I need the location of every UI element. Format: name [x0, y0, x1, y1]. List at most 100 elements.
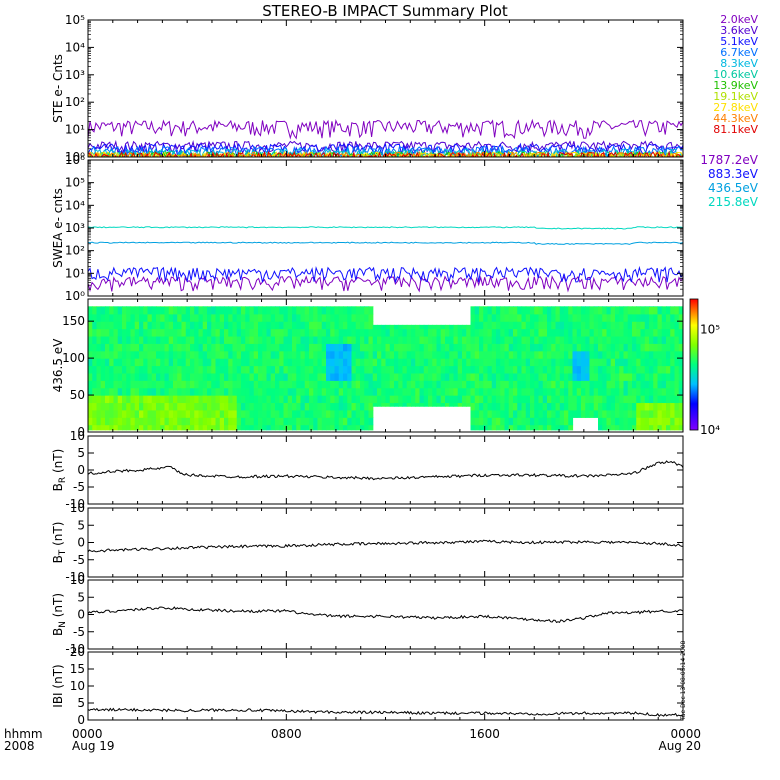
heatmap-cell	[313, 402, 319, 411]
heatmap-cell	[164, 372, 170, 381]
heatmap-cell	[326, 313, 331, 322]
heatmap-cell	[649, 395, 654, 404]
heatmap-cell	[211, 350, 217, 359]
heatmap-cell	[266, 313, 272, 322]
heatmap-cell	[292, 424, 297, 431]
heatmap-cell	[419, 324, 425, 330]
heatmap-cell	[122, 321, 127, 330]
heatmap-cell	[653, 335, 659, 344]
heatmap-cell	[513, 313, 518, 322]
heatmap-cell	[453, 335, 459, 344]
heatmap-cell	[534, 306, 540, 307]
heatmap-cell	[644, 417, 650, 426]
heatmap-cell	[334, 402, 340, 411]
heatmap-cell	[296, 424, 302, 431]
heatmap-cell	[436, 372, 442, 381]
heatmap-cell	[598, 328, 603, 337]
y-tick-label: 10	[70, 429, 85, 443]
heatmap-cell	[190, 343, 195, 352]
heatmap-cell	[177, 402, 183, 411]
heatmap-cell	[551, 306, 557, 307]
heatmap-cell	[364, 424, 370, 431]
heatmap-cell	[147, 343, 153, 352]
heatmap-cell	[211, 365, 217, 374]
heatmap-cell	[457, 350, 463, 359]
heatmap-cell	[113, 387, 119, 396]
heatmap-cell	[270, 409, 276, 418]
heatmap-cell	[487, 387, 493, 396]
heatmap-cell	[130, 306, 136, 315]
heatmap-cell	[283, 343, 289, 352]
heatmap-cell	[649, 424, 654, 431]
heatmap-cell	[500, 358, 506, 367]
heatmap-cell	[173, 424, 178, 431]
heatmap-cell	[300, 335, 306, 344]
heatmap-cell	[168, 424, 174, 431]
heatmap-cell	[406, 335, 412, 344]
heatmap-cell	[572, 313, 578, 322]
heatmap-cell	[117, 424, 123, 431]
series-3.6keV	[88, 139, 683, 154]
heatmap-cell	[228, 313, 234, 322]
heatmap-cell	[449, 372, 455, 381]
heatmap-cell	[623, 424, 629, 431]
heatmap-cell	[266, 321, 272, 330]
heatmap-cell	[304, 306, 310, 307]
heatmap-cell	[134, 387, 140, 396]
heatmap-cell	[428, 335, 433, 344]
heatmap-cell	[598, 306, 603, 307]
heatmap-cell	[653, 402, 659, 411]
heatmap-cell	[555, 343, 561, 352]
legend-item: 19.1keV	[713, 90, 758, 103]
heatmap-cell	[470, 424, 476, 431]
heatmap-cell	[279, 328, 285, 337]
heatmap-cell	[538, 424, 544, 431]
heatmap-cell	[258, 387, 263, 396]
heatmap-cell	[457, 328, 463, 337]
heatmap-cell	[423, 365, 429, 374]
heatmap-cell	[538, 402, 544, 411]
heatmap-cell	[674, 417, 680, 426]
heatmap-cell	[198, 335, 204, 344]
heatmap-cell	[190, 313, 195, 322]
heatmap-cell	[547, 409, 552, 418]
heatmap-cell	[109, 328, 115, 337]
heatmap-cell	[143, 395, 149, 404]
heatmap-cell	[334, 380, 340, 389]
heatmap-cell	[453, 350, 459, 359]
heatmap-cell	[283, 358, 289, 367]
heatmap-cell	[445, 395, 450, 404]
heatmap-cell	[419, 365, 425, 374]
heatmap-cell	[211, 306, 217, 315]
heatmap-cell	[249, 380, 255, 389]
heatmap-cell	[542, 365, 548, 374]
heatmap-cell	[96, 372, 102, 381]
heatmap-cell	[270, 335, 276, 344]
heatmap-cell	[92, 395, 98, 404]
heatmap-cell	[198, 409, 204, 418]
heatmap-cell	[219, 402, 225, 411]
heatmap-cell	[202, 321, 208, 330]
heatmap-cell	[185, 395, 191, 404]
heatmap-cell	[470, 417, 476, 426]
heatmap-cell	[266, 350, 272, 359]
heatmap-cell	[126, 306, 132, 307]
heatmap-cell	[547, 306, 552, 315]
heatmap-cell	[551, 380, 557, 389]
heatmap-cell	[300, 306, 306, 307]
heatmap-cell	[657, 402, 663, 411]
heatmap-cell	[449, 358, 455, 367]
heatmap-cell	[215, 321, 221, 330]
heatmap-cell	[228, 409, 234, 418]
heatmap-cell	[355, 424, 361, 431]
heatmap-cell	[568, 321, 574, 330]
heatmap-cell	[581, 350, 586, 359]
heatmap-cell	[194, 306, 200, 307]
heatmap-cell	[224, 417, 229, 426]
y-tick-label: 10⁵	[65, 176, 85, 190]
heatmap-cell	[292, 380, 297, 389]
heatmap-cell	[173, 306, 178, 307]
heatmap-cell	[241, 417, 246, 426]
legend-item: 27.8keV	[713, 101, 758, 114]
heatmap-cell	[432, 380, 438, 389]
